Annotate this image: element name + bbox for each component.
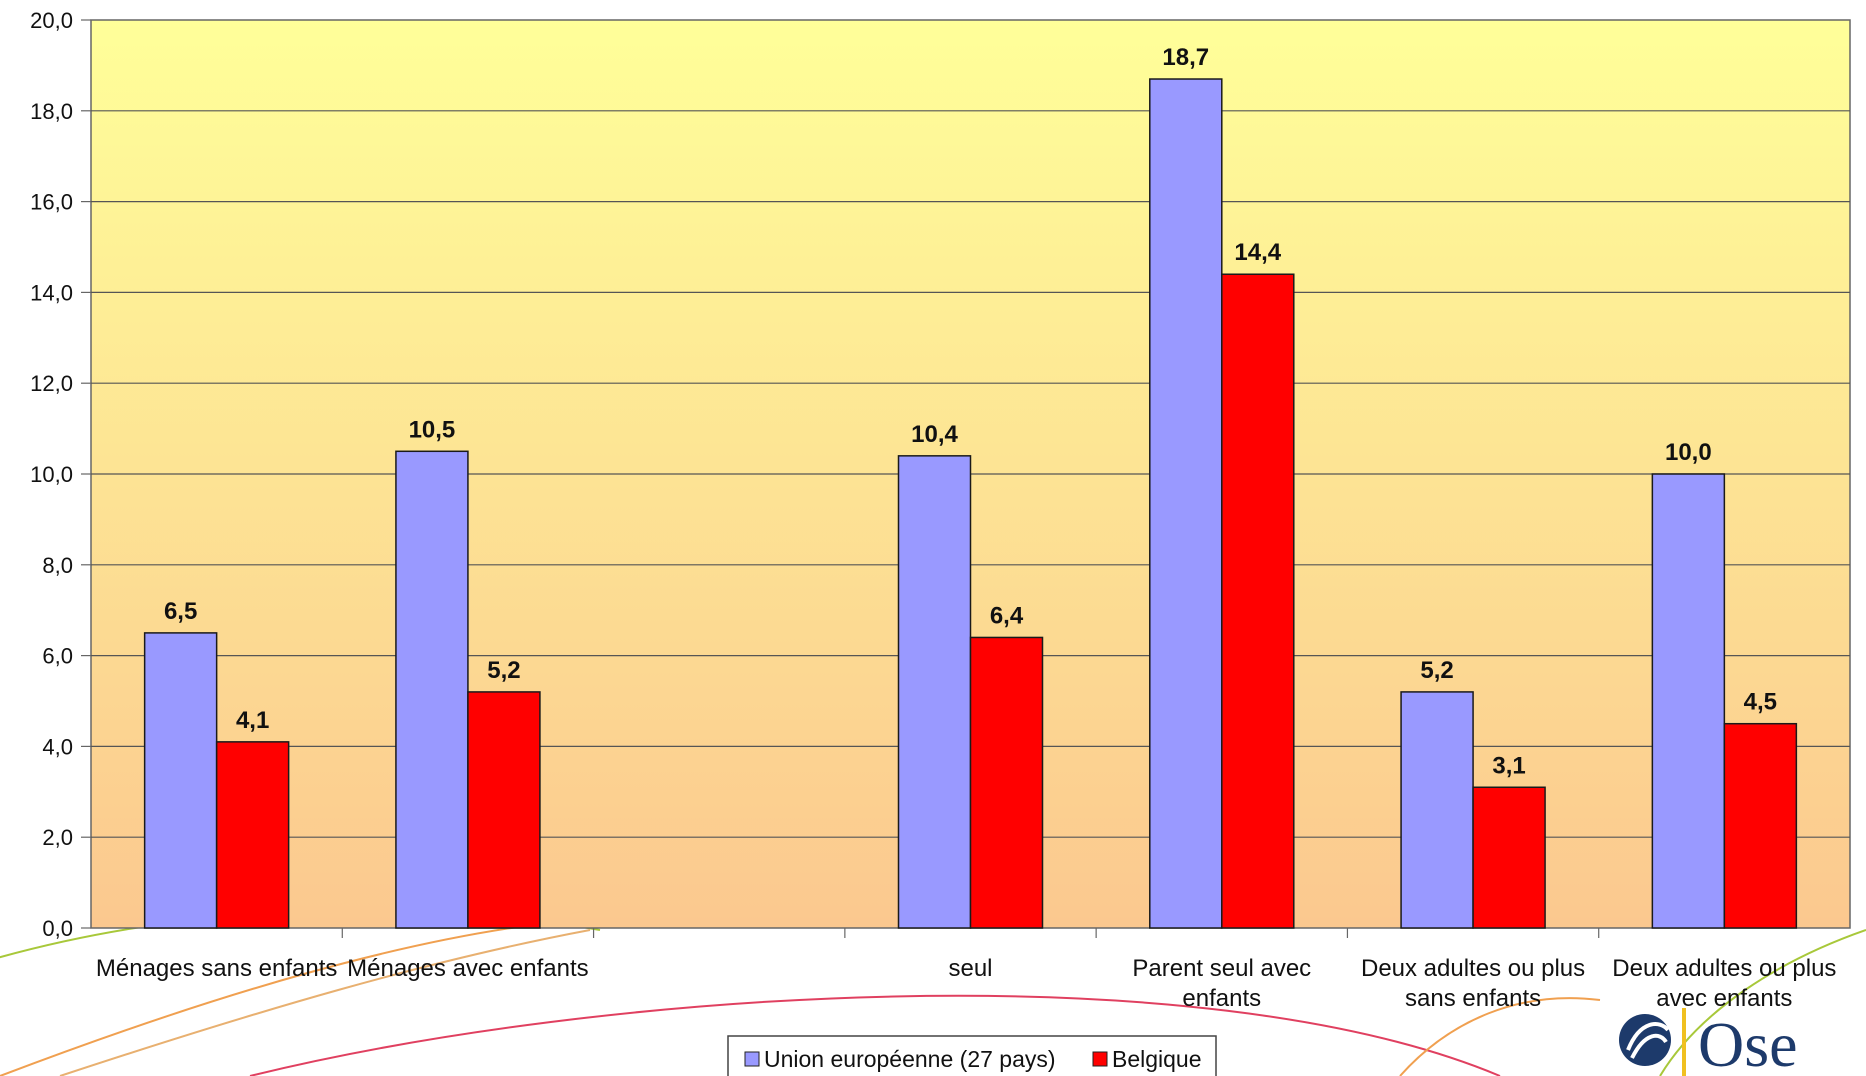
legend: Union européenne (27 pays) Belgique <box>727 1035 1217 1076</box>
y-tick-label: 0,0 <box>42 916 73 941</box>
bar-belgique <box>1472 786 1546 929</box>
bar-belgique <box>1723 722 1798 929</box>
x-axis: Ménages sans enfants Ménages avec enfants… <box>96 928 1836 1012</box>
data-label: 4,1 <box>236 707 269 734</box>
swoosh-red <box>249 994 1501 1076</box>
x-category-label: Parent seul avec enfants <box>1132 955 1311 1012</box>
x-category-label: Deux adultes ou plus sans enfants <box>1361 955 1585 1012</box>
y-tick-label: 10,0 <box>30 462 73 487</box>
data-label: 5,2 <box>1420 657 1453 684</box>
y-tick-label: 16,0 <box>30 190 73 215</box>
y-tick-label: 8,0 <box>42 553 73 578</box>
bar-union-europeenne <box>1400 691 1474 929</box>
y-tick-label: 20,0 <box>30 8 73 33</box>
swoosh-right-green <box>1659 929 1866 1076</box>
data-label: 4,5 <box>1744 689 1777 716</box>
ose-logo-swirl <box>1626 1022 1670 1059</box>
y-axis: 0,0 2,0 4,0 6,0 8,0 10,0 12,0 14,0 16,0 18,0 20,0 <box>30 8 91 941</box>
data-label: 10,4 <box>911 421 958 448</box>
legend-swatch-belgique <box>1092 1051 1108 1067</box>
ose-logo-divider <box>1682 1008 1686 1076</box>
y-tick-label: 2,0 <box>42 825 73 850</box>
x-category-label: seul <box>948 955 992 982</box>
bar-union-europeenne <box>897 455 972 929</box>
legend-box <box>727 1035 1217 1076</box>
bar-union-europeenne <box>395 450 469 929</box>
data-label: 6,4 <box>990 602 1024 629</box>
x-category-label: Ménages sans enfants <box>96 955 338 982</box>
swoosh-right-orange <box>1399 997 1601 1076</box>
x-category-label: Ménages avec enfants <box>347 955 589 982</box>
data-label: 10,0 <box>1665 439 1712 466</box>
data-label: 5,2 <box>487 657 520 684</box>
swoosh-orange <box>0 917 601 1076</box>
bars <box>143 78 1798 929</box>
legend-label-eu: Union européenne (27 pays) <box>764 1046 1056 1072</box>
bar-union-europeenne <box>143 632 218 929</box>
bar-union-europeenne <box>1149 78 1223 929</box>
bar-belgique <box>969 636 1044 929</box>
bar-belgique <box>1221 273 1295 929</box>
data-labels: 6,5 10,5 10,4 18,7 5,2 10,0 4,1 5,2 6,4 14,4 3,1 4,… <box>164 44 1777 779</box>
bar-belgique <box>467 691 541 929</box>
swoosh-orange-2 <box>59 929 591 1076</box>
data-label: 18,7 <box>1162 44 1209 71</box>
decorative-swooshes <box>0 909 1866 1076</box>
data-label: 6,5 <box>164 598 197 625</box>
y-tick-label: 14,0 <box>30 280 73 305</box>
data-label: 10,5 <box>409 416 456 443</box>
x-category-label: Deux adultes ou plus avec enfants <box>1612 955 1836 1012</box>
ose-logo-text: Ose <box>1698 1009 1798 1076</box>
data-label: 3,1 <box>1492 752 1525 779</box>
y-tick-label: 18,0 <box>30 99 73 124</box>
y-tick-label: 6,0 <box>42 644 73 669</box>
bar-belgique <box>215 741 290 929</box>
legend-label-belgique: Belgique <box>1112 1046 1202 1072</box>
legend-swatch-eu <box>744 1051 760 1067</box>
ose-logo: Ose <box>1619 1008 1798 1076</box>
data-label: 14,4 <box>1234 239 1281 266</box>
bar-union-europeenne <box>1651 473 1726 929</box>
y-tick-label: 4,0 <box>42 734 73 759</box>
y-tick-label: 12,0 <box>30 371 73 396</box>
